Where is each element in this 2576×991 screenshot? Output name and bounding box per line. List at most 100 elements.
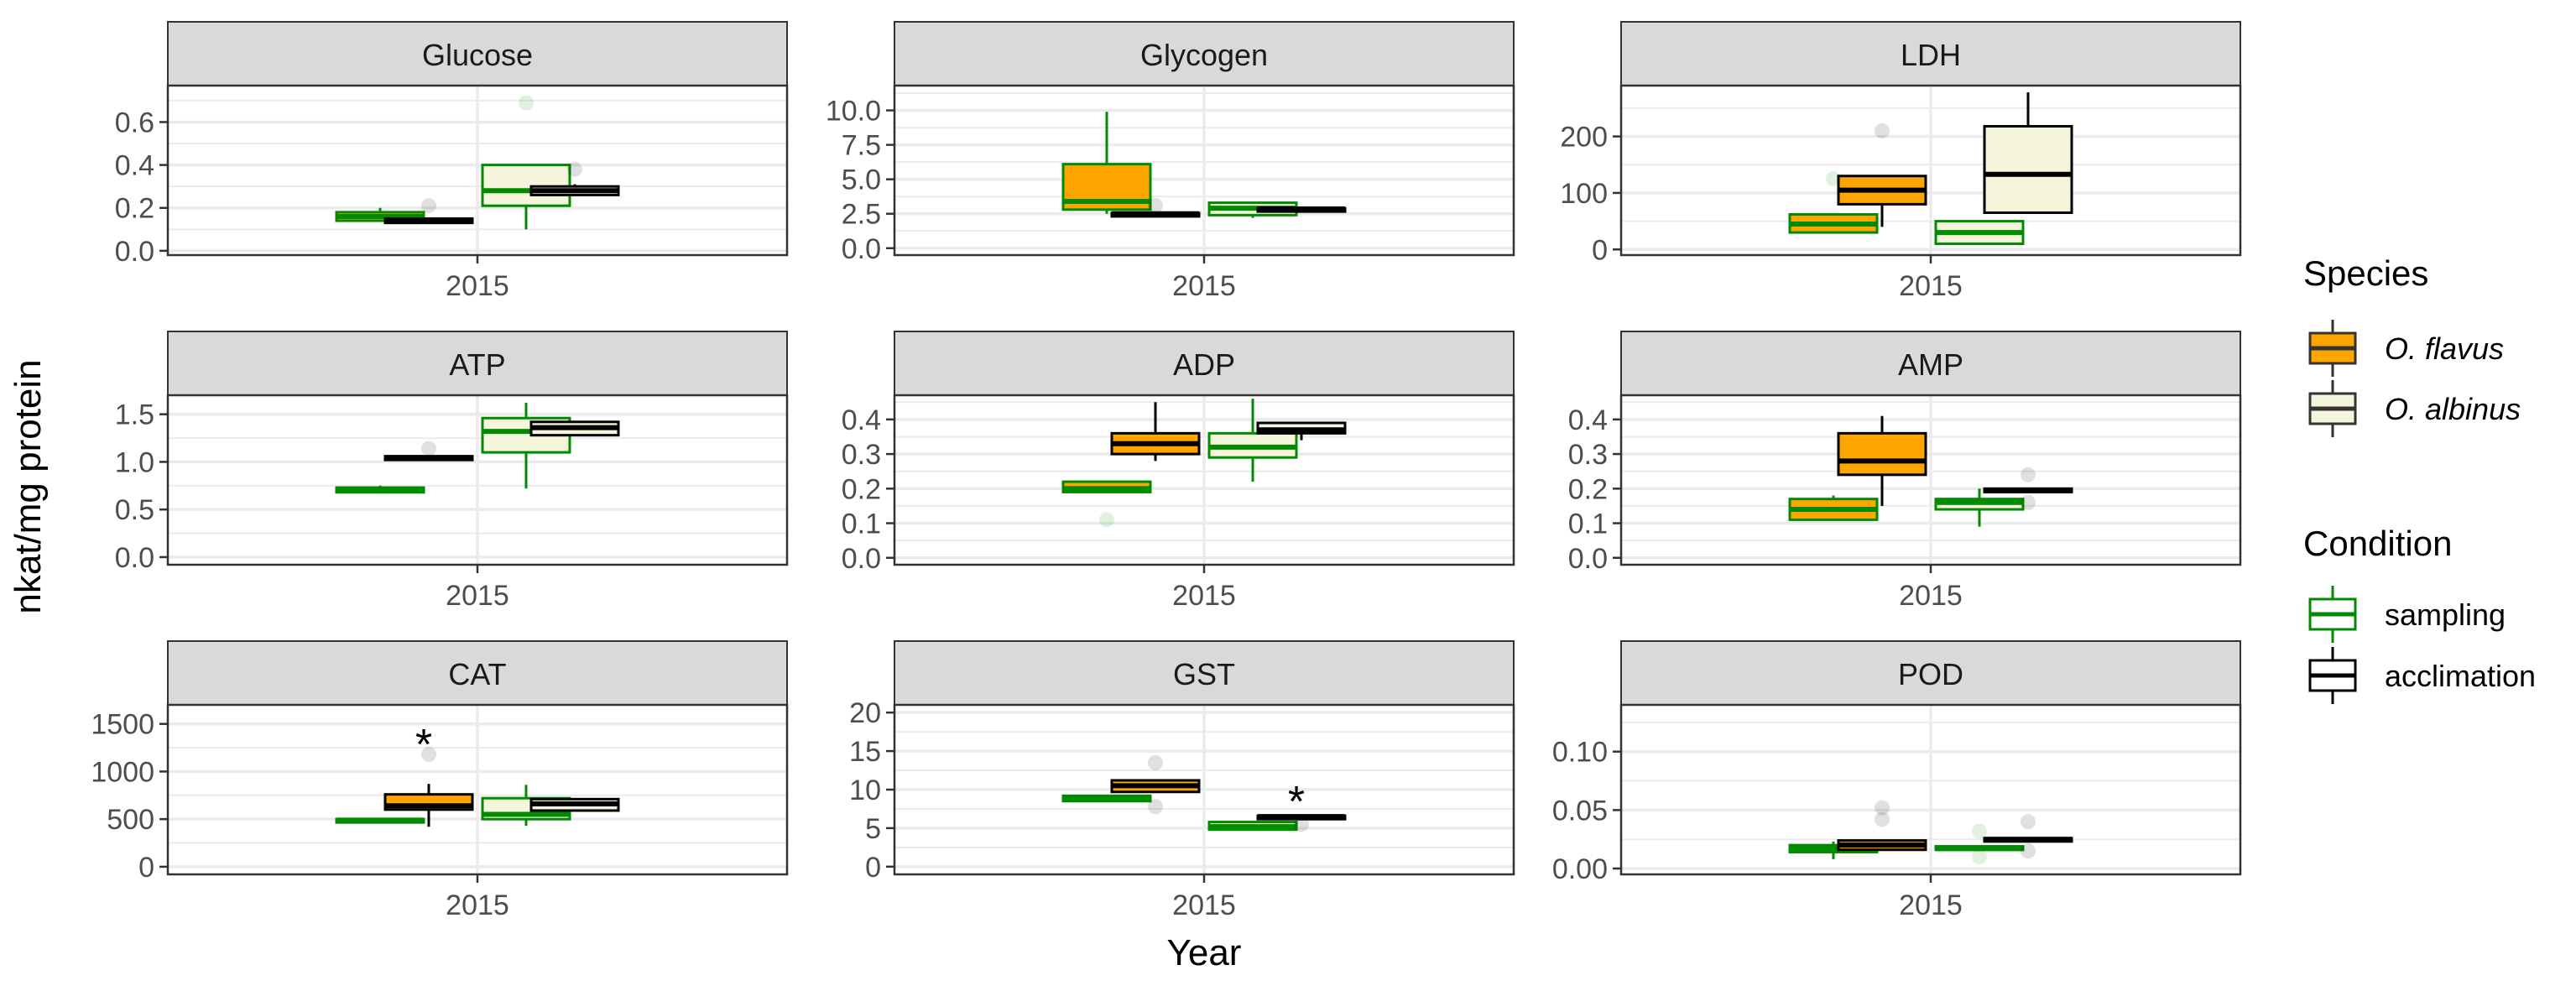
panel-ldh: LDH 0 100 200 2015 — [1560, 21, 2242, 302]
box-2 — [1110, 754, 1201, 815]
legend: Species O. flavus O. albinus Condition sa… — [2303, 253, 2536, 704]
y-tick-label: 20 — [849, 697, 881, 729]
x-tick-label: 2015 — [446, 580, 509, 612]
outlier-point — [1148, 799, 1163, 815]
outlier-point — [421, 441, 436, 456]
panel-strip — [894, 331, 1515, 396]
box-3 — [1934, 220, 2025, 246]
outlier-point — [2021, 843, 2036, 859]
y-tick-label: 0.3 — [1568, 439, 1608, 471]
box-3 — [1207, 399, 1298, 482]
x-axis-title: Year — [1167, 932, 1242, 973]
y-tick-label: 0.3 — [842, 439, 881, 471]
box-4 — [1256, 206, 1347, 213]
x-tick-label: 2015 — [1899, 270, 1963, 302]
y-tick-label: 0.00 — [1552, 853, 1608, 885]
panel-strip — [894, 21, 1515, 86]
legend-key-label: acclimation — [2385, 659, 2536, 693]
outlier-point — [421, 747, 436, 763]
y-tick-label: 0 — [865, 852, 881, 884]
box-2 — [383, 198, 474, 225]
legend-key-label: O. albinus — [2385, 392, 2521, 426]
panel-title: LDH — [1901, 38, 1961, 72]
y-tick-label: 0 — [1592, 234, 1608, 266]
x-tick-label: 2015 — [1172, 270, 1236, 302]
panel-amp: AMP 0.00.1 0.20.30.4 2015 — [1568, 331, 2242, 612]
x-tick-label: 2015 — [1172, 580, 1236, 612]
legend-species-keys: O. flavus O. albinus — [2308, 320, 2521, 437]
significance-annotation: * — [415, 721, 432, 769]
y-tick-label: 0.2 — [1568, 473, 1608, 505]
box-1 — [335, 817, 425, 824]
legend-key-label: O. flavus — [2385, 331, 2504, 366]
y-tick-label: 200 — [1560, 122, 1608, 154]
y-tick-label: 0.4 — [115, 150, 154, 182]
outlier-point — [2021, 814, 2036, 830]
box-1 — [1788, 495, 1879, 521]
y-tick-label: 5.0 — [842, 164, 881, 196]
panel-title: ADP — [1173, 347, 1235, 382]
box-4 — [1256, 421, 1347, 441]
legend-condition-acclimation: acclimation — [2308, 647, 2536, 704]
box-1 — [335, 485, 425, 494]
outlier-point — [1148, 754, 1163, 770]
box-3 — [1207, 821, 1298, 832]
outlier-point — [1875, 800, 1890, 816]
y-tick-label: 1000 — [91, 756, 154, 788]
panel-strip — [1620, 331, 2241, 396]
panel-gst: GST 0 5 10 15 20 * 2015 — [849, 640, 1515, 921]
box-4 — [1983, 467, 2073, 510]
outlier-point — [2021, 467, 2036, 482]
y-tick-label: 0.0 — [1568, 543, 1608, 575]
y-tick-label: 5 — [865, 813, 881, 845]
legend-species-title: Species — [2303, 253, 2428, 293]
outlier-point — [1875, 811, 1890, 827]
box-body — [1837, 431, 1927, 477]
x-tick-label: 2015 — [1899, 580, 1963, 612]
outlier-point — [2021, 494, 2036, 510]
y-tick-label: 0.2 — [115, 193, 154, 225]
y-tick-label: 2.5 — [842, 199, 881, 231]
outlier-point — [519, 95, 534, 111]
y-tick-label: 0.0 — [115, 542, 154, 574]
box-2 — [1837, 415, 1927, 506]
outlier-point — [567, 161, 582, 177]
y-tick-label: 0.2 — [842, 473, 881, 505]
box-1 — [335, 207, 425, 222]
box-2 — [383, 747, 474, 827]
y-tick-label: 0.4 — [1568, 404, 1608, 436]
box-3 — [1934, 488, 2025, 527]
panel-glycogen: Glycogen 0.02.55.07.510.0 2015 — [826, 21, 1515, 302]
x-tick-label: 2015 — [446, 889, 509, 921]
box-2 — [383, 441, 474, 462]
legend-species-flavus: O. flavus — [2308, 320, 2504, 377]
outlier-point — [1148, 197, 1163, 213]
y-tick-label: 0.0 — [115, 236, 154, 268]
panel-strip — [1620, 21, 2241, 86]
y-tick-label: 10.0 — [826, 96, 881, 128]
outlier-point — [1972, 823, 1987, 839]
y-tick-label: 0.05 — [1552, 795, 1608, 827]
panel-title: Glucose — [422, 38, 533, 72]
panel-title: CAT — [448, 657, 506, 691]
panel-title: Glycogen — [1140, 38, 1268, 72]
box-1 — [1061, 112, 1152, 214]
box-4 — [529, 161, 620, 196]
y-tick-label: 0.0 — [842, 543, 881, 575]
y-tick-label: 0.4 — [842, 404, 881, 436]
panel-strip — [167, 331, 788, 396]
panel-cat: CAT 0 500 1000 1500 * 2015 — [91, 640, 789, 921]
panel-title: ATP — [449, 347, 505, 382]
panel-strip — [167, 21, 788, 86]
significance-annotation: * — [1288, 778, 1305, 827]
y-tick-label: 0.10 — [1552, 737, 1608, 769]
box-3 — [1934, 823, 2025, 865]
y-tick-label: 15 — [849, 736, 881, 768]
panel-pod: POD 0.00 0.05 0.10 2015 — [1552, 640, 2242, 921]
y-tick-label: 0.1 — [1568, 509, 1608, 540]
box-4 — [1983, 814, 2073, 859]
panel-title: POD — [1898, 657, 1963, 691]
panel-glucose: Glucose 0.0 0.2 0.4 0.6 2015 — [115, 21, 789, 302]
panel-strip — [1620, 640, 2241, 706]
box-1 — [1061, 480, 1152, 528]
